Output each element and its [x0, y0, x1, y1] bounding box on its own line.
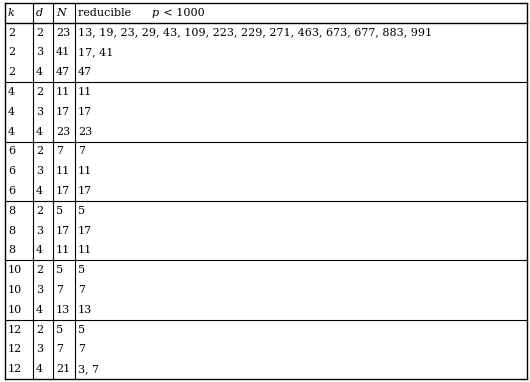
Text: 4: 4 [36, 67, 43, 77]
Text: 17: 17 [78, 226, 92, 236]
Text: 4: 4 [36, 245, 43, 256]
Text: 3: 3 [36, 344, 43, 354]
Text: p: p [151, 8, 158, 18]
Text: 2: 2 [36, 87, 43, 97]
Text: 17, 41: 17, 41 [78, 47, 113, 57]
Text: 6: 6 [8, 186, 15, 196]
Text: 11: 11 [78, 166, 92, 176]
Text: 2: 2 [36, 206, 43, 216]
Text: 23: 23 [56, 126, 70, 137]
Text: 41: 41 [56, 47, 70, 57]
Text: 17: 17 [78, 107, 92, 117]
Text: 17: 17 [56, 186, 70, 196]
Text: 7: 7 [78, 146, 85, 156]
Text: 5: 5 [78, 206, 85, 216]
Text: 12: 12 [8, 325, 22, 335]
Text: 2: 2 [36, 28, 43, 38]
Text: 17: 17 [56, 107, 70, 117]
Text: 4: 4 [36, 364, 43, 374]
Text: 3: 3 [36, 47, 43, 57]
Text: N: N [56, 8, 66, 18]
Text: 3, 7: 3, 7 [78, 364, 99, 374]
Text: 7: 7 [78, 344, 85, 354]
Text: 12: 12 [8, 344, 22, 354]
Text: 2: 2 [8, 47, 15, 57]
Text: 3: 3 [36, 166, 43, 176]
Text: 10: 10 [8, 285, 22, 295]
Text: 4: 4 [36, 305, 43, 315]
Text: 21: 21 [56, 364, 70, 374]
Text: 11: 11 [56, 245, 70, 256]
Text: 4: 4 [8, 87, 15, 97]
Text: 8: 8 [8, 226, 15, 236]
Text: 13: 13 [78, 305, 92, 315]
Text: 5: 5 [78, 325, 85, 335]
Text: 7: 7 [56, 146, 63, 156]
Text: 13: 13 [56, 305, 70, 315]
Text: 5: 5 [78, 265, 85, 275]
Text: 7: 7 [78, 285, 85, 295]
Text: 2: 2 [36, 325, 43, 335]
Text: 5: 5 [56, 265, 63, 275]
Text: 3: 3 [36, 226, 43, 236]
Text: 47: 47 [56, 67, 70, 77]
Text: 10: 10 [8, 305, 22, 315]
Text: 11: 11 [78, 87, 92, 97]
Text: k: k [8, 8, 15, 18]
Text: d: d [36, 8, 43, 18]
Text: 3: 3 [36, 285, 43, 295]
Text: 3: 3 [36, 107, 43, 117]
Text: 23: 23 [78, 126, 92, 137]
Text: 4: 4 [8, 107, 15, 117]
Text: 47: 47 [78, 67, 92, 77]
Text: 2: 2 [8, 67, 15, 77]
Text: 5: 5 [56, 325, 63, 335]
Text: 11: 11 [56, 87, 70, 97]
Text: 4: 4 [36, 126, 43, 137]
Text: 7: 7 [56, 285, 63, 295]
Text: < 1000: < 1000 [160, 8, 205, 18]
Text: 7: 7 [56, 344, 63, 354]
Text: 10: 10 [8, 265, 22, 275]
Text: 6: 6 [8, 166, 15, 176]
Text: 17: 17 [56, 226, 70, 236]
Text: 13, 19, 23, 29, 43, 109, 223, 229, 271, 463, 673, 677, 883, 991: 13, 19, 23, 29, 43, 109, 223, 229, 271, … [78, 28, 432, 38]
Text: 23: 23 [56, 28, 70, 38]
Text: 2: 2 [36, 146, 43, 156]
Text: 6: 6 [8, 146, 15, 156]
Text: 12: 12 [8, 364, 22, 374]
Text: 2: 2 [8, 28, 15, 38]
Text: 2: 2 [36, 265, 43, 275]
Text: 11: 11 [78, 245, 92, 256]
Text: reducible: reducible [78, 8, 135, 18]
Text: 4: 4 [8, 126, 15, 137]
Text: 5: 5 [56, 206, 63, 216]
Text: 4: 4 [36, 186, 43, 196]
Text: 17: 17 [78, 186, 92, 196]
Text: 8: 8 [8, 206, 15, 216]
Text: 11: 11 [56, 166, 70, 176]
Text: 8: 8 [8, 245, 15, 256]
